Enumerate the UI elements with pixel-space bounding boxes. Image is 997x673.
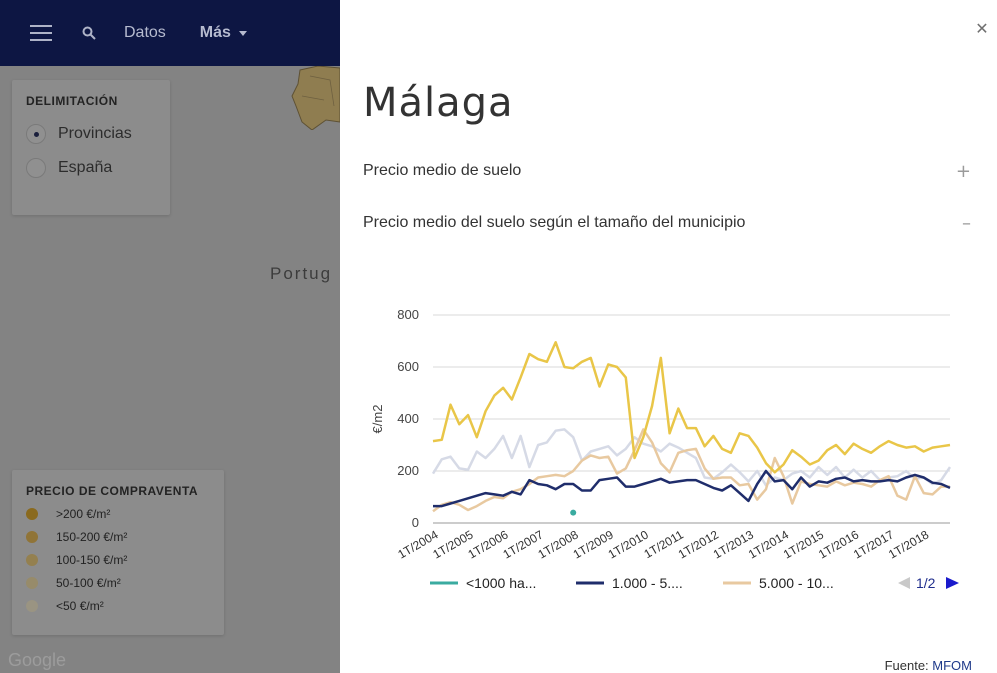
source-note: Fuente: MFOM — [885, 658, 972, 673]
legend-item: >200 €/m² — [26, 507, 210, 521]
series-point-1 — [570, 509, 577, 516]
legend-color-dot — [26, 554, 38, 566]
price-line-chart: 0 200 400 600 800 €/m2 1T/2004 1T/2005 1T/2006 1T… — [368, 300, 968, 600]
map-area[interactable]: Portug Google Datos Más DELIMITACIÓN Pro… — [0, 0, 340, 673]
expand-plus-icon[interactable]: + — [955, 160, 971, 182]
legend-item-label: 150-200 €/m² — [56, 530, 128, 544]
accordion-precio-medio-label: Precio medio de suelo — [363, 162, 522, 179]
legend-color-dot — [26, 600, 38, 612]
y-tick-label: 800 — [397, 307, 419, 322]
delimitacion-title: DELIMITACIÓN — [26, 94, 118, 108]
source-link[interactable]: MFOM — [932, 658, 972, 673]
panel-title: Málaga — [363, 80, 514, 126]
nav-datos-link[interactable]: Datos — [124, 24, 166, 41]
y-axis-label: €/m2 — [370, 405, 385, 434]
legend-color-dot — [26, 508, 38, 520]
legend-next-arrow-icon[interactable] — [946, 577, 959, 589]
chevron-down-icon — [238, 30, 247, 36]
x-tick-label: 1T/2010 — [606, 527, 651, 561]
accordion-precio-tamano-label: Precio medio del suelo según el tamaño d… — [363, 214, 746, 231]
radio-provincias-label: Provincias — [58, 125, 132, 142]
country-label: Portug — [270, 264, 333, 283]
top-navbar: Datos Más — [0, 0, 340, 66]
province-detail-panel: ✕ Málaga Precio medio de suelo + Precio … — [340, 0, 997, 673]
legend-label: 5.000 - 10... — [759, 575, 834, 591]
radio-espana-label: España — [58, 159, 113, 176]
search-icon[interactable] — [82, 26, 96, 40]
hamburger-menu-icon[interactable] — [30, 25, 52, 41]
nav-mas-dropdown[interactable]: Más — [200, 24, 247, 42]
close-icon[interactable]: ✕ — [975, 19, 989, 38]
source-prefix: Fuente: — [884, 658, 933, 673]
y-tick-label: 200 — [397, 463, 419, 478]
radio-provincias[interactable]: Provincias — [26, 124, 156, 144]
legend-item: 150-200 €/m² — [26, 530, 210, 544]
series-line-2 — [433, 469, 951, 508]
legend-prev-arrow-icon[interactable] — [898, 577, 910, 589]
legend-item-label: 100-150 €/m² — [56, 553, 128, 567]
chart-svg: 0200400600800€/m21T/20041T/20051T/20061T… — [370, 307, 959, 591]
series-line-3 — [432, 428, 950, 513]
collapse-minus-icon[interactable]: – — [962, 212, 971, 234]
legend-color-dot — [26, 577, 38, 589]
legend-color-dot — [26, 531, 38, 543]
legend-item-label: 50-100 €/m² — [56, 576, 121, 590]
legend-item: 50-100 €/m² — [26, 576, 210, 590]
precio-legend-title: PRECIO DE COMPRAVENTA — [26, 484, 199, 498]
legend-item-label: <50 €/m² — [56, 599, 104, 613]
y-tick-label: 600 — [397, 359, 419, 374]
radio-provincias-circle[interactable] — [26, 124, 46, 144]
y-tick-label: 0 — [412, 515, 419, 530]
radio-espana[interactable]: España — [26, 158, 156, 178]
series-line-4 — [432, 341, 951, 474]
google-watermark: Google — [8, 650, 67, 670]
legend-item: 100-150 €/m² — [26, 553, 210, 567]
accordion-precio-tamano[interactable]: Precio medio del suelo según el tamaño d… — [363, 210, 971, 236]
radio-espana-circle[interactable] — [26, 158, 46, 178]
nav-mas-label: Más — [199, 24, 231, 41]
x-tick-label: 1T/2018 — [886, 527, 931, 561]
legend-page-indicator: 1/2 — [916, 575, 936, 591]
legend-label: <1000 ha... — [466, 575, 536, 591]
legend-item: <50 €/m² — [26, 599, 210, 613]
precio-legend-card: PRECIO DE COMPRAVENTA >200 €/m² 150-200 … — [12, 470, 224, 635]
delimitacion-card: DELIMITACIÓN Provincias España — [12, 80, 170, 215]
accordion-precio-medio[interactable]: Precio medio de suelo + — [363, 158, 971, 184]
legend-label: 1.000 - 5.... — [612, 575, 683, 591]
series-line-5 — [431, 428, 952, 487]
y-tick-label: 400 — [397, 411, 419, 426]
map-region-shape[interactable] — [290, 66, 340, 130]
legend-item-label: >200 €/m² — [56, 507, 111, 521]
